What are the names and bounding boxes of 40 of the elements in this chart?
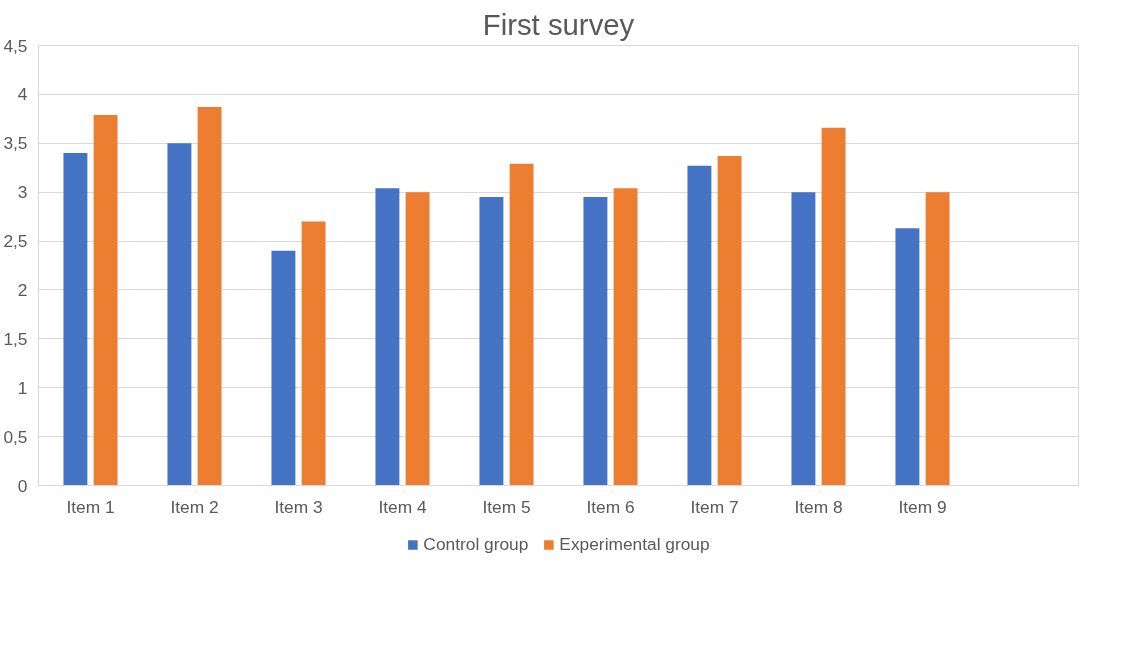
bar — [479, 197, 504, 486]
y-tick-label: 2 — [17, 279, 28, 300]
x-tick-label: Item 3 — [274, 496, 323, 517]
y-tick-label: 3 — [17, 182, 28, 203]
bar — [405, 192, 430, 486]
y-tick-label: 0,5 — [3, 426, 28, 447]
bar — [271, 250, 296, 486]
x-tick-label: Item 5 — [482, 496, 531, 517]
legend-label: Experimental group — [559, 533, 710, 555]
bar — [613, 188, 638, 486]
y-tick-label: 4 — [17, 84, 28, 105]
bar — [509, 163, 534, 486]
y-tick-label: 0 — [17, 475, 28, 496]
x-tick-label: Item 1 — [66, 496, 115, 517]
x-tick-label: Item 2 — [170, 496, 219, 517]
y-tick-label: 2,5 — [3, 231, 28, 252]
bar — [167, 143, 192, 486]
x-tick-label: Item 4 — [378, 496, 427, 517]
bar — [821, 127, 846, 486]
bar — [63, 153, 88, 486]
y-tick-label: 1 — [17, 377, 28, 398]
x-tick-label: Item 6 — [586, 496, 635, 517]
bar — [717, 155, 742, 486]
legend-label: Control group — [423, 533, 529, 555]
chart-title: First survey — [482, 7, 635, 41]
bar — [687, 165, 712, 486]
y-tick-label: 1,5 — [3, 328, 28, 349]
bar — [895, 228, 920, 486]
bar — [925, 192, 950, 486]
bar — [791, 192, 816, 486]
y-tick-label: 4,5 — [3, 35, 28, 56]
bar — [93, 114, 118, 486]
bar — [375, 188, 400, 486]
x-tick-label: Item 8 — [794, 496, 843, 517]
bar — [583, 197, 608, 486]
bar — [301, 221, 326, 486]
x-tick-label: Item 9 — [898, 496, 947, 517]
x-tick-label: Item 7 — [690, 496, 739, 517]
bar — [197, 107, 222, 486]
y-tick-label: 3,5 — [3, 133, 28, 154]
